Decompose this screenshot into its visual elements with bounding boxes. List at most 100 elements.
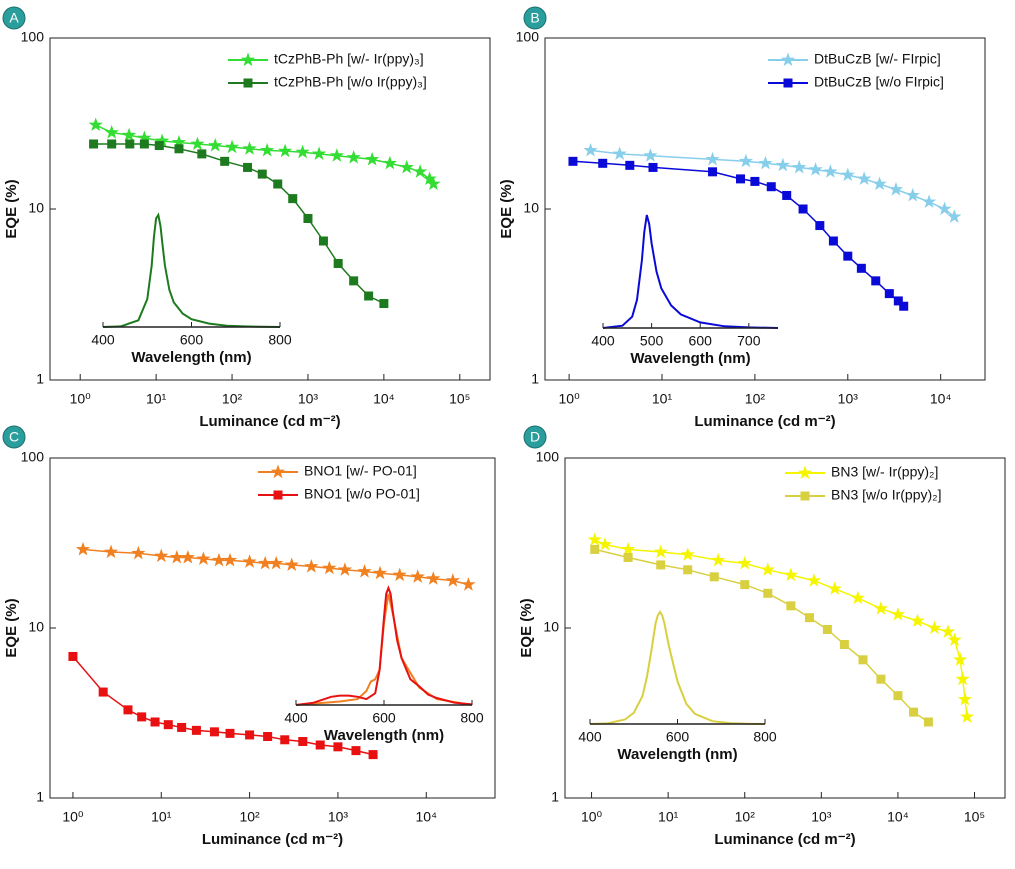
star-marker [711, 552, 726, 567]
square-marker [243, 78, 253, 88]
star-marker [240, 52, 256, 67]
star-marker [957, 691, 973, 706]
star-marker [612, 146, 627, 160]
square-marker [598, 158, 608, 168]
star-marker [346, 150, 361, 164]
star-marker [940, 624, 956, 638]
y-tick-label: 1 [36, 371, 44, 387]
inset-tick-label: 700 [737, 333, 761, 349]
x-tick-label: 10⁴ [887, 809, 909, 825]
x-tick-label: 10² [239, 809, 260, 825]
star-marker [337, 562, 353, 576]
inset-tick-label: 800 [753, 729, 777, 745]
square-marker [800, 491, 810, 501]
x-axis-title: Luminance (cd m⁻²) [714, 831, 855, 848]
square-marker [68, 651, 78, 661]
star-marker [322, 560, 337, 575]
y-tick-label: 10 [543, 619, 559, 635]
square-marker [568, 156, 578, 166]
square-marker [123, 705, 133, 715]
square-marker [163, 720, 173, 730]
square-marker [839, 639, 849, 649]
square-marker [740, 580, 750, 590]
square-marker [656, 560, 666, 570]
square-marker [884, 289, 894, 299]
x-tick-label: 10⁵ [964, 809, 985, 825]
star-marker [597, 537, 613, 551]
legend-label: tCzPhB-Ph [w/- Ir(ppy)₃] [274, 51, 424, 67]
star-marker [587, 532, 602, 546]
star-marker [365, 151, 380, 166]
star-marker [295, 144, 310, 159]
star-marker [426, 176, 441, 191]
square-marker [220, 156, 230, 166]
square-marker [139, 139, 149, 149]
star-marker [154, 548, 169, 563]
inset-axis-title: Wavelength (nm) [617, 746, 737, 763]
square-marker [191, 725, 201, 735]
square-marker [709, 572, 719, 582]
star-marker [413, 164, 428, 178]
legend-label: BNO1 [w/- PO-01] [304, 463, 417, 479]
x-tick-label: 10¹ [652, 391, 673, 407]
square-marker [368, 750, 378, 760]
star-marker [947, 632, 962, 647]
panel-label: A [9, 10, 19, 26]
inset-tick-label: 600 [689, 333, 713, 349]
plot-frame [49, 457, 496, 799]
star-marker [806, 573, 821, 587]
square-marker [303, 213, 313, 223]
star-marker [621, 541, 636, 556]
series-line [602, 214, 779, 329]
square-marker [843, 251, 853, 261]
square-marker [333, 742, 343, 752]
star-marker [937, 201, 952, 216]
star-marker [224, 139, 240, 154]
star-marker [137, 130, 152, 145]
square-marker [590, 544, 600, 554]
square-marker [798, 204, 808, 214]
star-marker [953, 652, 968, 666]
square-marker [257, 169, 267, 179]
inset-tick-label: 400 [578, 729, 602, 745]
y-axis-title: EQE (%) [3, 179, 20, 238]
star-marker [104, 125, 119, 139]
panel-badge [523, 425, 547, 449]
y-tick-label: 100 [21, 449, 45, 465]
star-marker [583, 142, 598, 157]
x-tick-label: 10⁰ [62, 809, 84, 825]
panel-badge [2, 425, 26, 449]
square-marker [125, 139, 135, 149]
star-marker [311, 146, 327, 160]
panel-label: C [9, 429, 19, 445]
x-axis-title: Luminance (cd m⁻²) [694, 413, 835, 430]
x-tick-label: 10⁰ [559, 391, 581, 407]
square-marker [828, 236, 838, 246]
square-marker [318, 236, 328, 246]
inset-tick-label: 800 [460, 710, 484, 726]
square-marker [243, 162, 253, 172]
star-marker [955, 671, 970, 686]
star-marker [921, 194, 937, 208]
star-marker [260, 142, 275, 157]
x-tick-label: 10³ [328, 809, 349, 825]
inset-tick-label: 400 [591, 333, 615, 349]
star-marker [910, 613, 925, 627]
x-tick-label: 10² [735, 809, 756, 825]
x-tick-label: 10¹ [658, 809, 679, 825]
x-tick-label: 10¹ [146, 391, 167, 407]
star-marker [775, 157, 790, 172]
series-line [594, 548, 929, 723]
panel-label: B [530, 10, 539, 26]
star-marker [737, 555, 752, 570]
series-line [589, 610, 766, 725]
square-marker [871, 276, 881, 286]
legend-label: DtBuCzB [w/- FIrpic] [814, 51, 941, 67]
square-marker [209, 727, 219, 737]
square-marker [98, 687, 108, 697]
panel-badge [523, 6, 547, 30]
square-marker [786, 601, 796, 611]
panel-badge [2, 6, 26, 30]
star-marker [823, 164, 838, 178]
